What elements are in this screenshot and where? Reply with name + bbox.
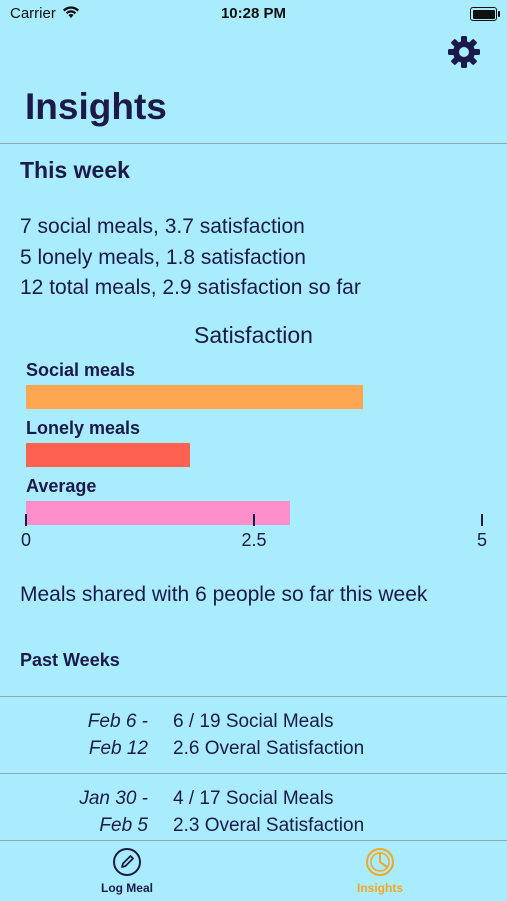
bar-average xyxy=(26,501,291,525)
shared-people-text: Meals shared with 6 people so far this w… xyxy=(20,583,428,606)
tab-log-meal[interactable]: Log Meal xyxy=(67,847,187,895)
week-dates: Jan 30 - Feb 5 xyxy=(79,785,148,839)
carrier-label: Carrier xyxy=(10,5,56,22)
week-social-meals: 4 / 17 Social Meals xyxy=(173,788,334,809)
bar-label-lonely: Lonely meals xyxy=(26,418,141,438)
past-weeks-heading: Past Weeks xyxy=(20,650,120,670)
week-end-date: Feb 5 xyxy=(99,815,148,836)
summary-social-line: 7 social meals, 3.7 satisfaction xyxy=(20,215,305,238)
pencil-icon xyxy=(113,848,141,876)
week-start-date: Feb 6 - xyxy=(87,711,148,732)
pie-chart-icon xyxy=(366,848,394,876)
row-divider xyxy=(0,773,507,774)
this-week-heading: This week xyxy=(20,157,130,183)
week-stats: 6 / 19 Social Meals 2.6 Overal Satisfact… xyxy=(173,708,364,762)
axis-tick-label-5: 5 xyxy=(477,530,487,550)
gear-icon[interactable] xyxy=(447,35,481,69)
bar-label-average: Average xyxy=(26,476,97,496)
page-title: Insights xyxy=(25,86,167,127)
tab-bar: Log Meal Insights xyxy=(0,840,507,901)
tab-insights-label: Insights xyxy=(356,881,403,895)
tab-insights[interactable]: Insights xyxy=(320,847,440,895)
axis-tick-label-0: 0 xyxy=(21,530,31,550)
week-dates: Feb 6 - Feb 12 xyxy=(88,708,148,762)
chart-axis: 0 2.5 5 xyxy=(21,514,487,550)
this-week-summary: 7 social meals, 3.7 satisfaction 5 lonel… xyxy=(20,212,361,304)
chart-title: Satisfaction xyxy=(194,322,313,348)
header-divider xyxy=(0,143,507,144)
summary-lonely-line: 5 lonely meals, 1.8 satisfaction xyxy=(20,245,306,269)
week-social-meals: 6 / 19 Social Meals xyxy=(173,711,334,732)
week-start-date: Jan 30 - xyxy=(79,788,148,809)
week-satisfaction: 2.3 Overal Satisfaction xyxy=(173,815,365,836)
tab-log-meal-label: Log Meal xyxy=(100,881,153,895)
wifi-icon xyxy=(63,6,79,18)
week-end-date: Feb 12 xyxy=(88,738,148,759)
clock: 10:28 PM xyxy=(220,5,287,22)
week-satisfaction: 2.6 Overal Satisfaction xyxy=(173,738,365,759)
axis-tick-label-2-5: 2.5 xyxy=(241,530,266,550)
summary-total-line: 12 total meals, 2.9 satisfaction so far xyxy=(20,276,361,299)
bar-label-social: Social meals xyxy=(26,360,136,380)
week-stats: 4 / 17 Social Meals 2.3 Overal Satisfact… xyxy=(173,785,364,839)
past-weeks-divider xyxy=(0,696,507,697)
battery-icon xyxy=(470,7,500,21)
past-week-row[interactable]: Feb 6 - Feb 12 6 / 19 Social Meals 2.6 O… xyxy=(0,697,507,773)
bar-lonely-meals xyxy=(26,443,191,467)
past-week-row[interactable]: Jan 30 - Feb 5 4 / 17 Social Meals 2.3 O… xyxy=(0,774,507,850)
status-bar: Carrier 10:28 PM xyxy=(0,0,507,30)
bar-social-meals xyxy=(26,385,364,409)
